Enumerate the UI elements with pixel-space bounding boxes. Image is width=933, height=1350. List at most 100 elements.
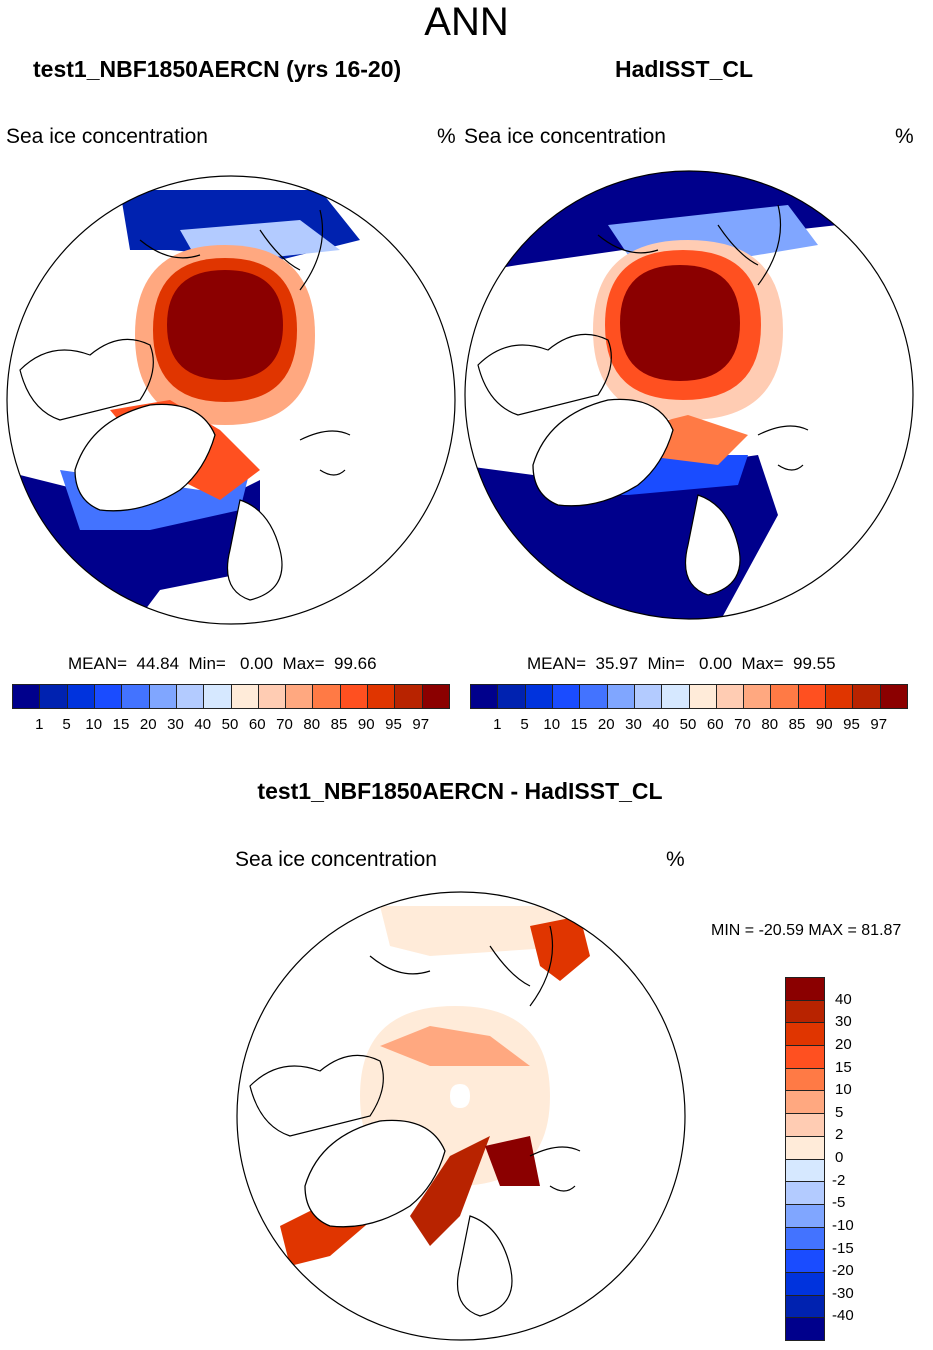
map-boundary (236, 891, 686, 1341)
colorbar-box (552, 685, 581, 708)
colorbar-tick-label: 40 (835, 990, 852, 1008)
colorbar-box (580, 685, 608, 708)
colorbar-box (204, 685, 232, 708)
colorbar-tick-label: 70 (734, 716, 751, 733)
canada-coastline (19, 338, 154, 421)
colorbar-tick-label: 50 (221, 716, 239, 733)
coastlines (249, 925, 581, 1317)
colorbar-tick-label: -15 (832, 1239, 854, 1257)
colorbar-tick-label: 60 (248, 716, 266, 733)
colorbar-tick-label: 10 (85, 716, 103, 733)
colorbar-box (525, 685, 553, 708)
colorbar-tick-label: 80 (761, 716, 779, 733)
colorbar-tick-label: 15 (835, 1058, 852, 1076)
scandinavia-land (456, 1215, 513, 1317)
ice-region (167, 270, 283, 380)
colorbar-model (12, 684, 450, 709)
ice-region (530, 916, 590, 981)
siberia-coastline (597, 204, 781, 286)
colorbar-box (40, 685, 68, 708)
colorbar-box (313, 685, 341, 708)
polar-map-difference (236, 891, 686, 1341)
colorbar-tick-label: 40 (652, 716, 670, 733)
colorbar-tick-label: -10 (832, 1216, 854, 1234)
colorbar-tick-label: 40 (194, 716, 212, 733)
ice-region (485, 1136, 540, 1186)
europe-coastline (757, 425, 809, 471)
colorbar-box (853, 685, 881, 708)
colorbar-tick-label: -30 (832, 1284, 854, 1302)
colorbar-box (880, 685, 907, 708)
colorbar-box (13, 685, 41, 708)
colorbar-box (786, 1068, 824, 1092)
colorbar-box (786, 1091, 824, 1115)
colorbar-ticks-obs: 1 5 10 15 20 30 40 50 60 70 80 85 90 95 97 (470, 716, 906, 736)
ice-region (620, 265, 740, 381)
colorbar-tick-label: 97 (412, 716, 430, 733)
colorbar-box (286, 685, 314, 708)
colorbar-box (786, 1227, 824, 1251)
colorbar-tick-label: 20 (835, 1035, 852, 1053)
colorbar-obs (470, 684, 908, 709)
colorbar-box (176, 685, 205, 708)
colorbar-box (786, 1272, 824, 1296)
colorbar-box (67, 685, 95, 708)
greenland-land (532, 398, 674, 507)
colorbar-tick-label: 20 (597, 716, 615, 733)
scandinavia-land (684, 494, 741, 596)
colorbar-box (258, 685, 287, 708)
colorbar-box (471, 685, 499, 708)
colorbar-diff (785, 977, 825, 1341)
panel-title-obs: HadISST_CL (615, 56, 754, 82)
colorbar-tick-label: 0 (835, 1149, 844, 1166)
coastlines (19, 209, 351, 601)
colorbar-box (826, 685, 854, 708)
colorbar-tick-label: 10 (543, 716, 561, 733)
polar-map-obs (464, 170, 914, 620)
ice-region (450, 1084, 470, 1108)
figure-title: ANN (424, 0, 509, 44)
colorbar-tick-label: 30 (835, 1013, 852, 1031)
colorbar-tick-label: -40 (832, 1307, 854, 1325)
colorbar-box (634, 685, 663, 708)
colorbar-tick-label: 95 (843, 716, 860, 733)
colorbar-tick-label: 5 (520, 716, 529, 733)
canada-coastline (249, 1054, 384, 1137)
colorbar-box (149, 685, 177, 708)
stats-model: MEAN= 44.84 Min= 0.00 Max= 99.66 (68, 654, 377, 673)
colorbar-tick-label: 90 (357, 716, 375, 733)
colorbar-box (786, 1204, 824, 1228)
colorbar-box (786, 1046, 824, 1069)
colorbar-box (368, 685, 396, 708)
colorbar-tick-label: 5 (835, 1103, 844, 1121)
colorbar-box (607, 685, 635, 708)
colorbar-tick-label: 50 (679, 716, 697, 733)
colorbar-box (498, 685, 526, 708)
variable-label: Sea ice concentration (464, 125, 666, 148)
colorbar-tick-label: 15 (570, 716, 588, 733)
polar-map-model (6, 175, 456, 625)
colorbar-tick-label: 2 (835, 1126, 844, 1144)
colorbar-tick-label: -20 (832, 1262, 854, 1280)
colorbar-box (422, 685, 449, 708)
colorbar-tick-label: 10 (835, 1081, 852, 1099)
colorbar-tick-label: 20 (139, 716, 157, 733)
colorbar-box (786, 1250, 824, 1273)
colorbar-box (340, 685, 369, 708)
europe-coastline (529, 1146, 581, 1192)
diff-minmax: MIN = -20.59 MAX = 81.87 (711, 922, 902, 939)
scandinavia-land (226, 499, 283, 601)
colorbar-box (786, 1000, 824, 1024)
colorbar-tick-label: 30 (625, 716, 642, 733)
colorbar-box (786, 1182, 824, 1205)
ice-region (380, 906, 580, 956)
colorbar-box (786, 1023, 824, 1047)
colorbar-box (94, 685, 123, 708)
greenland-land (74, 403, 216, 512)
colorbar-box (716, 685, 745, 708)
colorbar-tick-label: 30 (167, 716, 184, 733)
colorbar-box (786, 1295, 824, 1319)
colorbar-tick-label: 80 (303, 716, 321, 733)
colorbar-tick-label: 5 (62, 716, 71, 733)
